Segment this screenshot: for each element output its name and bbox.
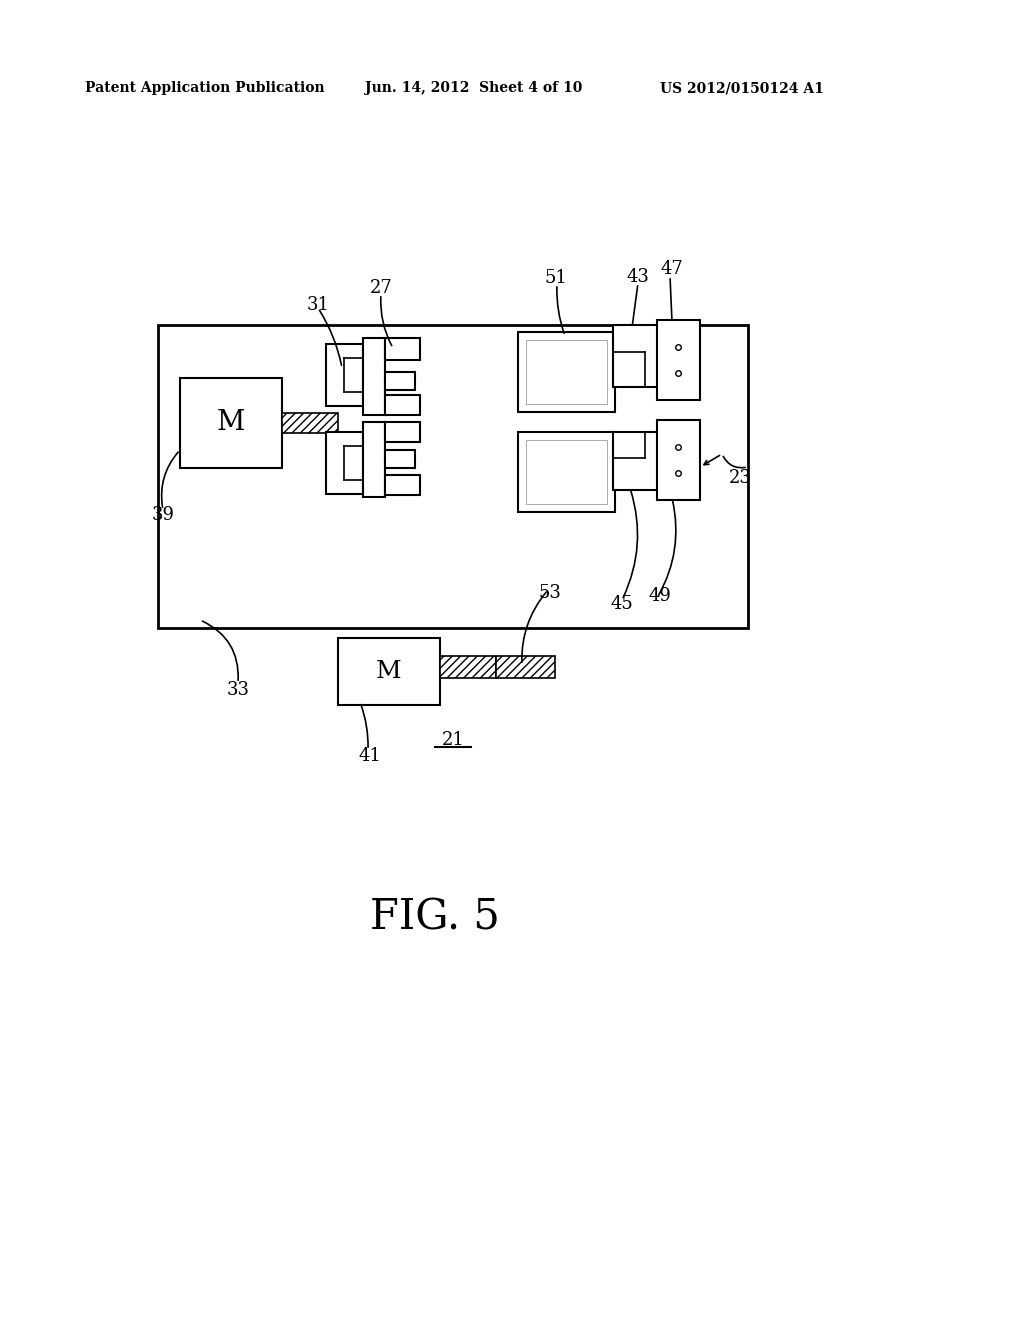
Bar bbox=[526, 440, 607, 504]
Bar bbox=[158, 325, 748, 628]
Bar bbox=[326, 432, 362, 494]
Bar bbox=[385, 338, 420, 360]
Text: 27: 27 bbox=[370, 279, 392, 297]
Text: 33: 33 bbox=[226, 681, 250, 700]
Bar bbox=[385, 475, 420, 495]
Bar bbox=[496, 656, 555, 678]
Text: 45: 45 bbox=[610, 595, 634, 612]
Bar bbox=[326, 345, 362, 407]
Text: 21: 21 bbox=[441, 731, 465, 748]
Bar bbox=[385, 395, 420, 414]
Bar bbox=[385, 372, 415, 389]
Bar bbox=[440, 656, 496, 678]
Bar bbox=[613, 432, 658, 490]
Text: Jun. 14, 2012  Sheet 4 of 10: Jun. 14, 2012 Sheet 4 of 10 bbox=[365, 81, 583, 95]
Text: Patent Application Publication: Patent Application Publication bbox=[85, 81, 325, 95]
Bar bbox=[657, 319, 700, 400]
Text: M: M bbox=[217, 409, 245, 437]
Text: FIG. 5: FIG. 5 bbox=[370, 898, 500, 939]
Text: 49: 49 bbox=[648, 587, 672, 605]
Bar bbox=[385, 422, 420, 442]
Text: US 2012/0150124 A1: US 2012/0150124 A1 bbox=[660, 81, 824, 95]
Text: 53: 53 bbox=[539, 583, 561, 602]
Bar bbox=[362, 338, 385, 414]
Text: M: M bbox=[376, 660, 401, 682]
Bar bbox=[362, 422, 385, 498]
Bar bbox=[385, 450, 415, 469]
Bar bbox=[338, 638, 440, 705]
Text: 47: 47 bbox=[660, 260, 683, 279]
Text: 51: 51 bbox=[545, 269, 567, 286]
Bar bbox=[282, 413, 338, 433]
Bar bbox=[180, 378, 282, 469]
Text: 43: 43 bbox=[627, 268, 649, 286]
Bar bbox=[613, 325, 658, 387]
Text: 41: 41 bbox=[358, 747, 381, 766]
Text: 39: 39 bbox=[152, 506, 174, 524]
Bar bbox=[518, 432, 615, 512]
Bar bbox=[657, 420, 700, 500]
Text: 23: 23 bbox=[728, 469, 752, 487]
Bar bbox=[518, 333, 615, 412]
Bar bbox=[526, 341, 607, 404]
Text: 31: 31 bbox=[306, 296, 330, 314]
